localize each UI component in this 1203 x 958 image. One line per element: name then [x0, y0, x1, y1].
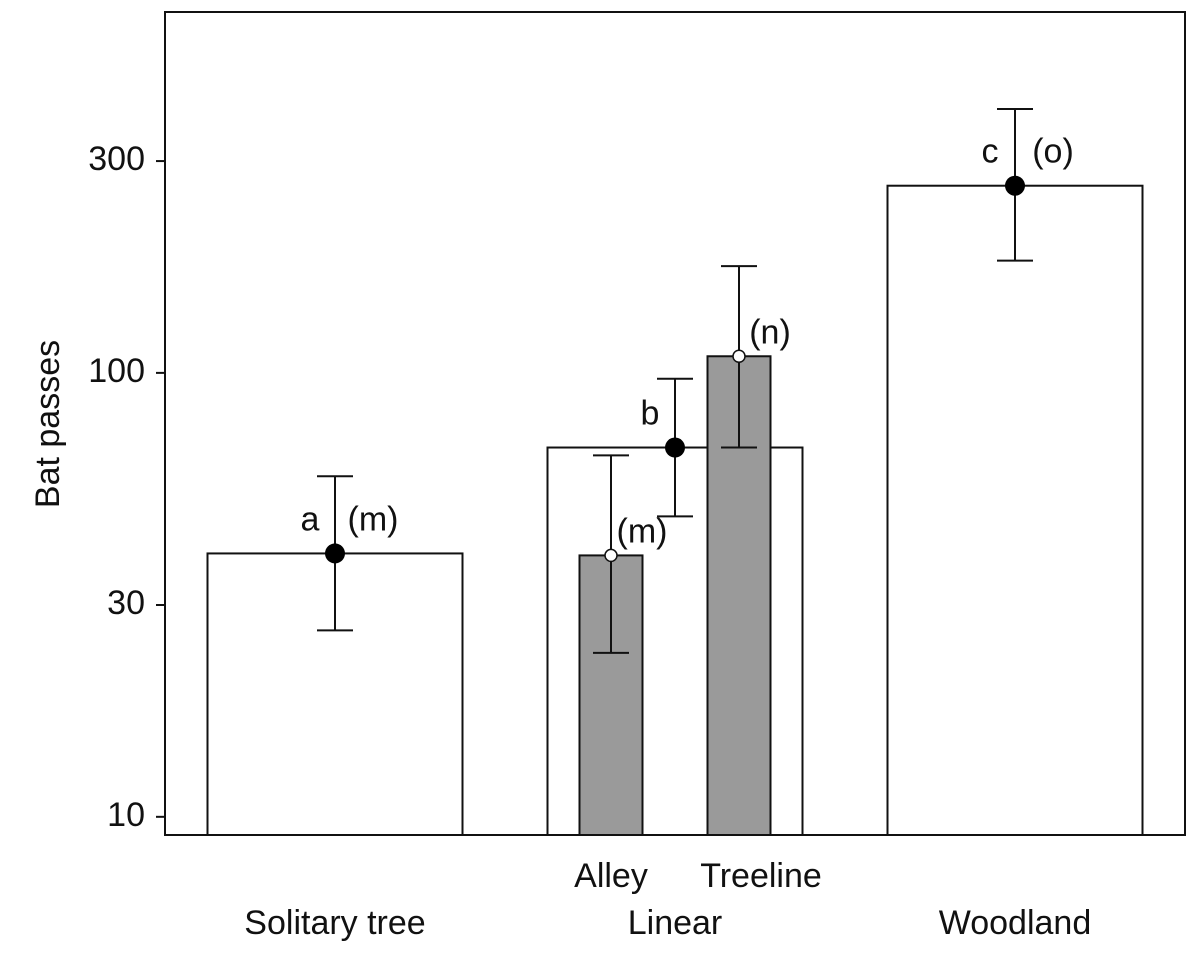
y-tick-label: 10 [107, 796, 145, 834]
x-tick-label: Woodland [939, 904, 1092, 942]
sub-category-label: Alley [574, 857, 648, 895]
letter-label: a [301, 500, 320, 538]
point [732, 349, 746, 364]
point [325, 543, 345, 564]
letter-label: b [641, 395, 660, 433]
bar [886, 184, 1144, 836]
y-tick-label: 300 [88, 140, 145, 178]
point [604, 548, 618, 563]
y-axis-label: Bat passes [29, 340, 67, 508]
sub-category-label: Treeline [700, 857, 822, 895]
group-label: (n) [749, 313, 791, 351]
group-label: (m) [617, 512, 668, 550]
y-tick-label: 30 [107, 584, 145, 622]
point [1005, 175, 1025, 196]
y-tick-label: 100 [88, 352, 145, 390]
x-tick-label: Solitary tree [244, 904, 425, 942]
point [665, 437, 685, 458]
x-tick-label: Linear [628, 904, 723, 942]
group-label: (m) [348, 500, 399, 538]
group-label: (o) [1032, 133, 1074, 171]
letter-label: c [982, 133, 999, 171]
